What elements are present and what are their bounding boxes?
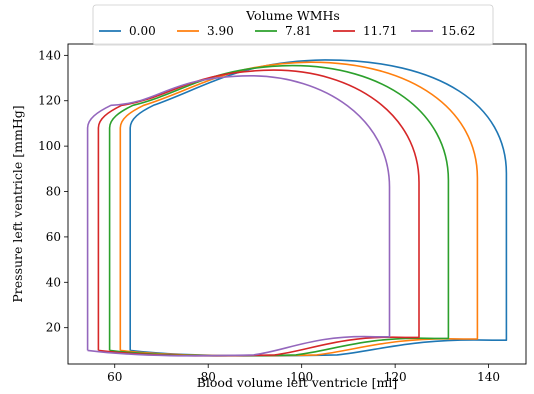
y-tick-label: 140: [38, 48, 61, 62]
series-line-3.90: [119, 61, 479, 357]
y-tick-label: 20: [46, 321, 61, 335]
y-tick-label: 120: [38, 94, 61, 108]
legend-label-15.62: 15.62: [441, 24, 475, 38]
series-line-15.62: [86, 75, 391, 357]
y-tick-label: 100: [38, 139, 61, 153]
legend-label-0.00: 0.00: [129, 24, 156, 38]
legend-label-11.71: 11.71: [363, 24, 397, 38]
y-axis-label: Pressure left ventricle [mmHg]: [10, 105, 25, 302]
y-tick-label: 40: [46, 275, 61, 289]
x-tick-label: 100: [290, 370, 313, 384]
legend: Volume WMHs 0.00 3.90 7.81 11.71 15.62: [92, 4, 494, 46]
legend-box: [92, 4, 494, 46]
axis-ticks: 60 80 100 120 140 20 40 60 80 100 120 140: [38, 48, 500, 384]
x-axis-label: Blood volume left ventricle [ml]: [197, 375, 398, 390]
series-line-7.81: [108, 64, 450, 357]
legend-items: 0.00 3.90 7.81 11.71 15.62: [99, 24, 475, 38]
series-line-0.00: [129, 59, 508, 357]
x-tick-label: 140: [477, 370, 500, 384]
series-line-11.71: [97, 69, 420, 357]
legend-title: Volume WMHs: [245, 8, 340, 23]
legend-label-7.81: 7.81: [285, 24, 312, 38]
y-tick-label: 80: [46, 185, 61, 199]
legend-label-3.90: 3.90: [207, 24, 234, 38]
series-lines: [86, 59, 508, 357]
x-tick-label: 60: [107, 370, 122, 384]
y-tick-label: 60: [46, 230, 61, 244]
x-tick-label: 120: [384, 370, 407, 384]
axes-frame: [67, 43, 527, 365]
x-tick-label: 80: [201, 370, 216, 384]
